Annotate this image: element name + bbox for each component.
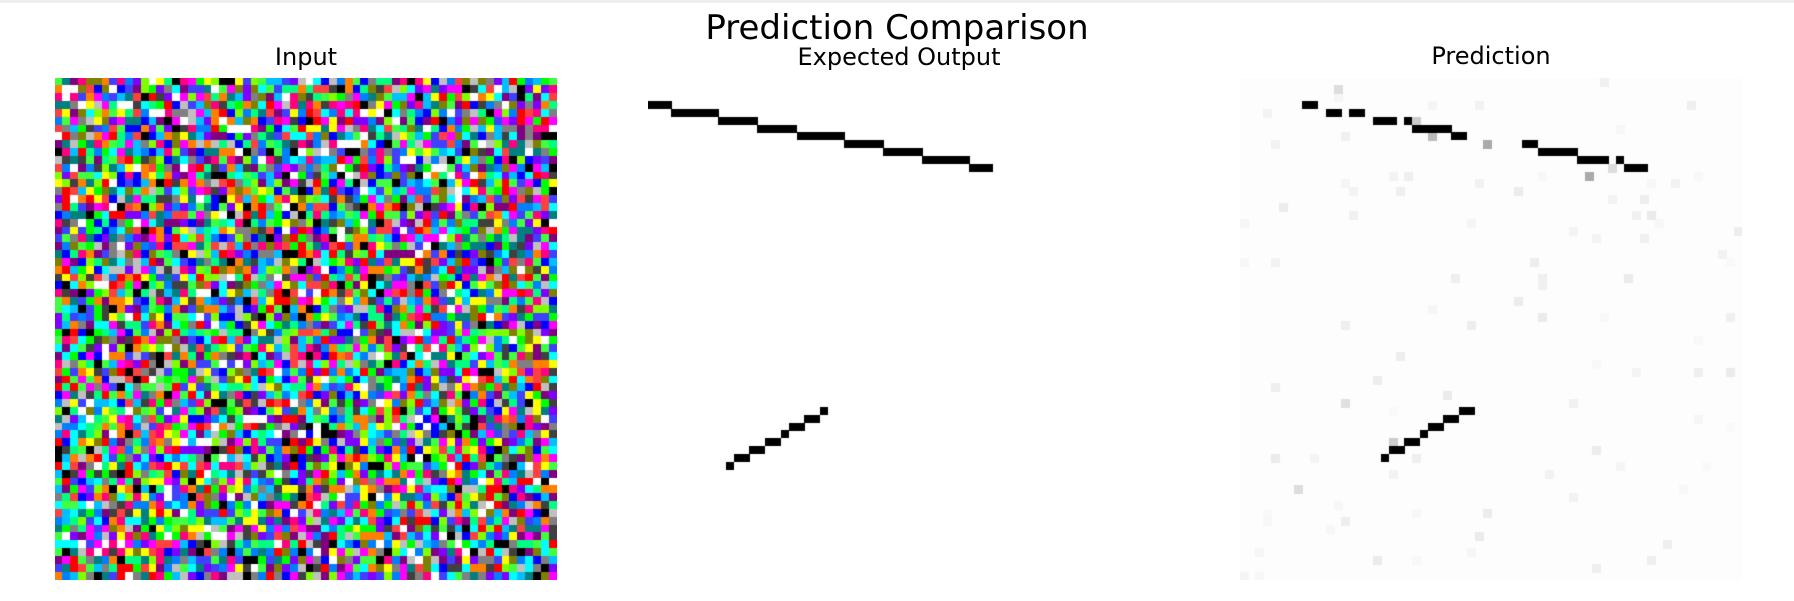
expected-output-image	[648, 78, 1150, 580]
expected-output-panel-title: Expected Output	[797, 43, 1001, 71]
top-border	[0, 0, 1794, 3]
figure-title: Prediction Comparison	[705, 8, 1089, 48]
prediction-panel-title: Prediction	[1431, 42, 1551, 70]
input-panel-title: Input	[274, 43, 338, 71]
prediction-image	[1240, 78, 1742, 580]
input-noise-image	[55, 78, 557, 580]
